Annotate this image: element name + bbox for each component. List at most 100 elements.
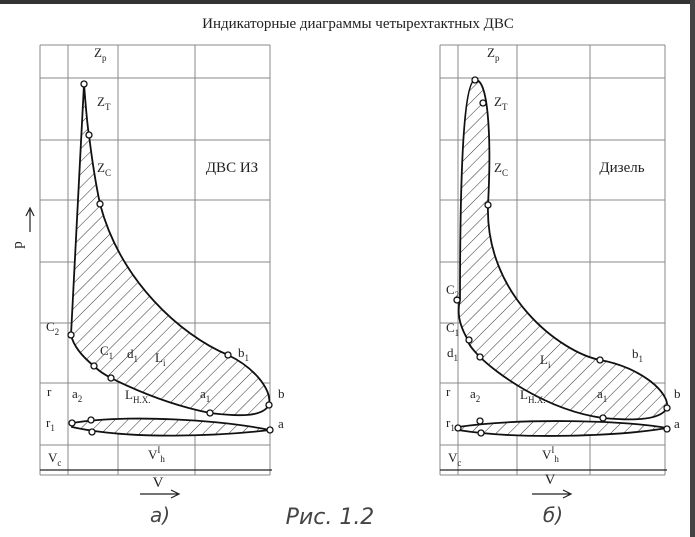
label-sub: 1 <box>109 351 114 361</box>
label-sub: 1 <box>603 394 608 404</box>
pump-loop <box>71 417 271 437</box>
label-sub: 1 <box>639 354 644 364</box>
point <box>85 131 93 139</box>
label-main: L <box>540 352 548 367</box>
label-main: Z <box>487 45 495 60</box>
v-axis-label: V <box>545 472 556 488</box>
point <box>599 414 607 422</box>
point <box>87 416 95 424</box>
point <box>224 351 232 359</box>
point-label: r <box>446 384 451 399</box>
label-main: V <box>448 450 458 465</box>
point <box>454 424 462 432</box>
label-main: V <box>542 447 552 462</box>
panel-tag: а) <box>150 503 170 527</box>
label-main: d <box>447 345 454 360</box>
label-sub: i <box>163 358 166 368</box>
label-sub: T <box>502 102 508 112</box>
label-main: C <box>446 282 455 297</box>
point <box>80 80 88 88</box>
point <box>265 401 273 409</box>
v-arrow <box>140 489 181 499</box>
point-label: Zp <box>487 45 500 63</box>
label-sub: 1 <box>50 423 55 433</box>
caption: Рис. 1.2 <box>286 505 375 530</box>
v-arrow <box>532 489 573 499</box>
point <box>68 419 76 427</box>
label-main: b <box>632 346 639 361</box>
point <box>476 353 484 361</box>
label-main: b <box>278 386 285 401</box>
label-sub: h <box>554 454 559 464</box>
point-label: r1 <box>446 415 455 433</box>
label-main: Z <box>97 94 105 109</box>
point-label: VIh <box>542 445 559 464</box>
label-main: C <box>46 319 55 334</box>
point-label: a2 <box>470 386 480 404</box>
right-edge <box>690 0 695 537</box>
label-main: r <box>446 384 451 399</box>
label-sup: I <box>157 445 160 455</box>
point <box>67 331 75 339</box>
label-main: a <box>72 386 78 401</box>
label-sup: I <box>551 445 554 455</box>
point-label: b1 <box>632 346 643 364</box>
label-main: V <box>48 450 58 465</box>
label-sub: 1 <box>245 353 250 363</box>
panel-tag: б) <box>543 503 563 527</box>
cycle-loop <box>457 79 668 421</box>
v-axis-label: V <box>153 475 164 491</box>
label-main: d <box>127 346 134 361</box>
point <box>663 425 671 433</box>
label-sub: p <box>495 53 500 63</box>
point <box>88 428 96 436</box>
label-main: a <box>278 416 284 431</box>
label-sub: 1 <box>455 328 460 338</box>
label-sub: T <box>105 102 111 112</box>
point-label: LH.X. <box>125 387 150 405</box>
point-label: C1 <box>100 343 113 361</box>
point-label: ZT <box>494 94 508 112</box>
point <box>90 362 98 370</box>
panel-name: ДВС ИЗ <box>206 160 258 176</box>
point <box>484 201 492 209</box>
cycle-loop <box>70 83 271 417</box>
label-main: L <box>155 350 163 365</box>
label-main: Z <box>94 45 102 60</box>
point <box>107 374 115 382</box>
point-label: Vc <box>48 450 61 468</box>
label-sub: C <box>105 168 111 178</box>
label-main: b <box>674 386 681 401</box>
point-label: C1 <box>446 320 459 338</box>
point <box>479 99 487 107</box>
point-label: a1 <box>597 386 607 404</box>
label-sub: 1 <box>206 394 211 404</box>
label-sub: 2 <box>55 327 60 337</box>
point <box>663 404 671 412</box>
point-label: C2 <box>446 282 459 300</box>
point-label: VIh <box>148 445 165 464</box>
point-label: LH.X. <box>520 387 545 405</box>
label-sub: 2 <box>476 394 481 404</box>
point-label: Vc <box>448 450 461 468</box>
panel-name: Дизель <box>599 160 644 176</box>
point <box>476 417 484 425</box>
label-sub: 2 <box>78 394 83 404</box>
title: Индикаторные диаграммы четырехтактных ДВ… <box>202 16 514 32</box>
point-label: ZT <box>97 94 111 112</box>
point-label: a <box>674 416 680 431</box>
label-sub: c <box>457 458 461 468</box>
point-label: r1 <box>46 415 55 433</box>
point <box>477 429 485 437</box>
label-main: C <box>446 320 455 335</box>
point <box>96 200 104 208</box>
label-main: r <box>46 415 51 430</box>
point-label: b1 <box>238 345 249 363</box>
label-main: C <box>100 343 109 358</box>
point <box>471 76 479 84</box>
label-sub: C <box>502 168 508 178</box>
label-sub: 1 <box>454 353 459 363</box>
label-sub: h <box>160 454 165 464</box>
point <box>596 356 604 364</box>
point-label: d1 <box>127 346 138 364</box>
